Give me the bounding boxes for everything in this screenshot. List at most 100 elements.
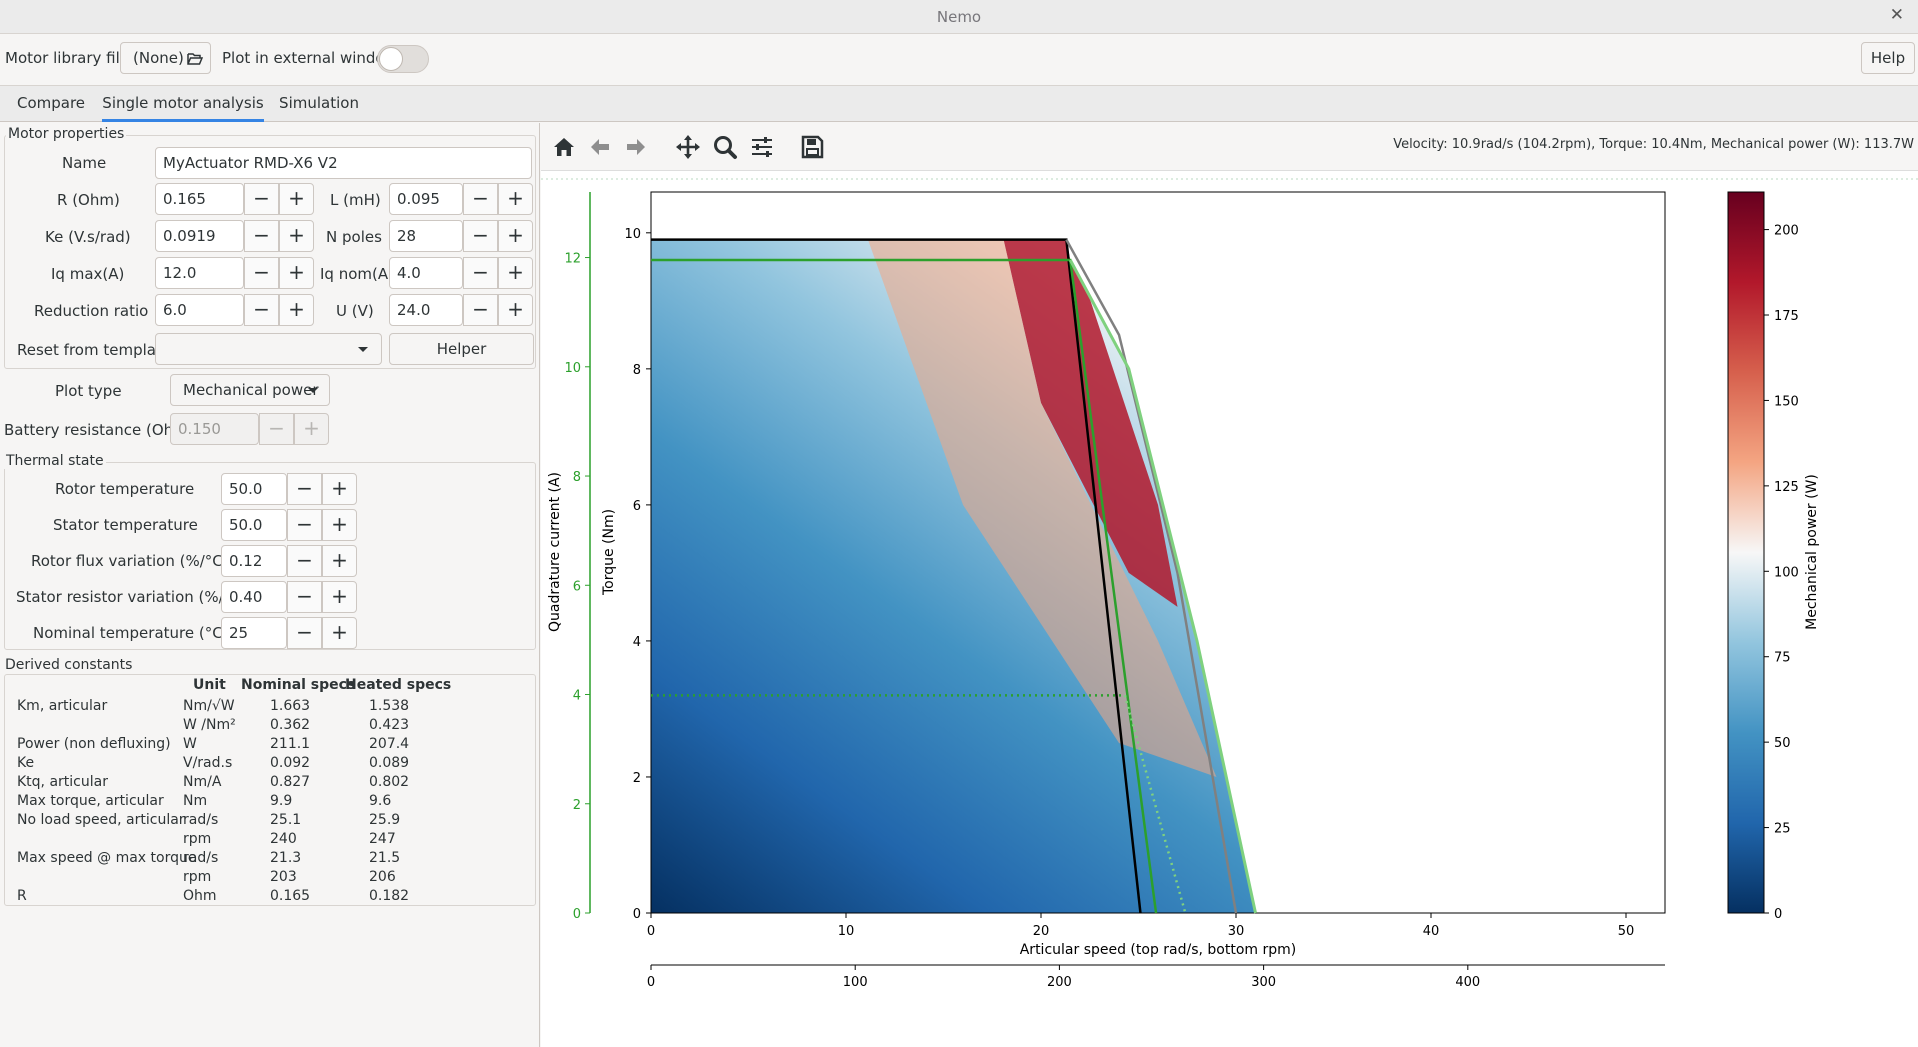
x-axis: 0 10 20 30 40 50 bbox=[647, 913, 1634, 939]
tab-single-motor-analysis[interactable]: Single motor analysis bbox=[102, 86, 264, 122]
colorbar-axis: 0 25 50 75 100 125 150 175 200 bbox=[1764, 224, 1799, 922]
derived-row-unit: Nm bbox=[183, 793, 208, 809]
derived-constants-frame bbox=[4, 674, 536, 906]
u-decrement-button[interactable]: − bbox=[463, 294, 498, 326]
battery-decrement-button[interactable]: − bbox=[259, 413, 294, 445]
stator-temperature-decrement-button[interactable]: − bbox=[287, 509, 322, 541]
iqmax-decrement-button[interactable]: − bbox=[244, 257, 279, 289]
stator-temperature-increment-button[interactable]: + bbox=[322, 509, 357, 541]
derived-row-name: Ke bbox=[17, 755, 35, 771]
forward-icon[interactable] bbox=[620, 131, 652, 163]
window-titlebar: Nemo ✕ bbox=[0, 0, 1918, 34]
helper-button[interactable]: Helper bbox=[389, 333, 534, 365]
nominal-temperature-decrement-button[interactable]: − bbox=[287, 617, 322, 649]
nominal-temperature-increment-button[interactable]: + bbox=[322, 617, 357, 649]
x-tick-label: 20 bbox=[1033, 924, 1050, 939]
plot-frame bbox=[650, 191, 1666, 914]
l-decrement-button[interactable]: − bbox=[463, 183, 498, 215]
derived-row-name: Power (non defluxing) bbox=[17, 736, 171, 752]
header-unit: Unit bbox=[193, 677, 226, 693]
current-tick-label: 0 bbox=[573, 907, 581, 922]
derived-row-unit: rad/s bbox=[183, 850, 219, 866]
derived-row-unit: rpm bbox=[183, 869, 212, 885]
r-decrement-button[interactable]: − bbox=[244, 183, 279, 215]
current-axis-label: Quadrature current (A) bbox=[547, 472, 563, 632]
rotor-flux-input[interactable]: 0.12 bbox=[221, 545, 287, 577]
tab-simulation[interactable]: Simulation bbox=[279, 94, 359, 112]
rotor-flux-label: Rotor flux variation (%/°C) bbox=[31, 552, 229, 570]
npoles-decrement-button[interactable]: − bbox=[463, 220, 498, 252]
stator-resistor-label: Stator resistor variation (%/°C) bbox=[16, 588, 248, 606]
iqnom-input[interactable]: 4.0 bbox=[389, 257, 463, 289]
battery-resistance-input[interactable]: 0.150 bbox=[170, 413, 259, 445]
derived-row-heated: 25.9 bbox=[369, 812, 401, 828]
rpm-axis: 0 100 200 300 400 bbox=[647, 964, 1665, 990]
derived-row-nominal: 0.165 bbox=[270, 888, 311, 904]
curves bbox=[651, 238, 1257, 914]
u-increment-button[interactable]: + bbox=[498, 294, 533, 326]
tab-bar: Compare Single motor analysis Simulation bbox=[0, 86, 1918, 122]
home-icon[interactable] bbox=[548, 131, 580, 163]
ke-increment-button[interactable]: + bbox=[279, 220, 314, 252]
derived-row-nominal: 0.362 bbox=[270, 717, 311, 733]
stator-temperature-input[interactable]: 50.0 bbox=[221, 509, 287, 541]
derived-row-name: No load speed, articular bbox=[17, 812, 185, 828]
ke-decrement-button[interactable]: − bbox=[244, 220, 279, 252]
rpm-tick-label: 300 bbox=[1251, 975, 1276, 990]
ke-input[interactable]: 0.0919 bbox=[155, 220, 244, 252]
npoles-increment-button[interactable]: + bbox=[498, 220, 533, 252]
colorbar-tick-label: 0 bbox=[1774, 907, 1782, 922]
configure-icon[interactable] bbox=[746, 131, 778, 163]
thermal-state-title: Thermal state bbox=[4, 453, 106, 469]
r-increment-button[interactable]: + bbox=[279, 183, 314, 215]
rotor-flux-decrement-button[interactable]: − bbox=[287, 545, 322, 577]
iqnom-decrement-button[interactable]: − bbox=[463, 257, 498, 289]
npoles-input[interactable]: 28 bbox=[389, 220, 463, 252]
nominal-temperature-input[interactable]: 25 bbox=[221, 617, 287, 649]
rotor-temperature-decrement-button[interactable]: − bbox=[287, 473, 322, 505]
rotor-temperature-increment-button[interactable]: + bbox=[322, 473, 357, 505]
iqnom-label: Iq nom(A) bbox=[320, 265, 394, 283]
back-icon[interactable] bbox=[584, 131, 616, 163]
reduction-increment-button[interactable]: + bbox=[279, 294, 314, 326]
save-icon[interactable] bbox=[796, 131, 828, 163]
reduction-input[interactable]: 6.0 bbox=[155, 294, 244, 326]
stator-resistor-decrement-button[interactable]: − bbox=[287, 581, 322, 613]
plot-type-dropdown[interactable]: Mechanical power bbox=[170, 374, 330, 406]
stator-resistor-input[interactable]: 0.40 bbox=[221, 581, 287, 613]
name-input[interactable]: MyActuator RMD-X6 V2 bbox=[155, 147, 532, 179]
iqnom-increment-button[interactable]: + bbox=[498, 257, 533, 289]
reduction-decrement-button[interactable]: − bbox=[244, 294, 279, 326]
u-input[interactable]: 24.0 bbox=[389, 294, 463, 326]
iqmax-input[interactable]: 12.0 bbox=[155, 257, 244, 289]
tab-compare[interactable]: Compare bbox=[16, 94, 86, 112]
y-axis-label: Torque (Nm) bbox=[601, 509, 617, 596]
stator-resistor-increment-button[interactable]: + bbox=[322, 581, 357, 613]
l-increment-button[interactable]: + bbox=[498, 183, 533, 215]
rpm-tick-label: 100 bbox=[843, 975, 868, 990]
external-window-toggle[interactable] bbox=[377, 45, 429, 73]
library-file-value: (None) bbox=[133, 49, 184, 67]
r-input[interactable]: 0.165 bbox=[155, 183, 244, 215]
pan-icon[interactable] bbox=[672, 131, 704, 163]
y-tick-label: 4 bbox=[633, 635, 641, 650]
iqmax-increment-button[interactable]: + bbox=[279, 257, 314, 289]
header-nominal: Nominal specs bbox=[241, 677, 356, 693]
rotor-flux-increment-button[interactable]: + bbox=[322, 545, 357, 577]
ke-label: Ke (V.s/rad) bbox=[45, 228, 131, 246]
window-title: Nemo bbox=[936, 8, 982, 26]
zoom-icon[interactable] bbox=[709, 131, 741, 163]
library-file-button[interactable]: (None) bbox=[120, 42, 211, 74]
folder-open-icon bbox=[187, 53, 203, 65]
l-input[interactable]: 0.095 bbox=[389, 183, 463, 215]
power-map-chart[interactable]: 0 10 20 30 40 50 0 2 4 6 8 10 0 2 4 6 8 10 12 0 100 200 300… bbox=[541, 171, 1918, 1047]
close-icon[interactable]: ✕ bbox=[1889, 5, 1904, 25]
help-button[interactable]: Help bbox=[1861, 42, 1915, 74]
reset-template-dropdown[interactable] bbox=[155, 333, 382, 365]
derived-row-heated: 0.182 bbox=[369, 888, 410, 904]
battery-increment-button[interactable]: + bbox=[294, 413, 329, 445]
derived-row-heated: 206 bbox=[369, 869, 396, 885]
x-tick-label: 40 bbox=[1423, 924, 1440, 939]
rotor-temperature-input[interactable]: 50.0 bbox=[221, 473, 287, 505]
y-tick-label: 2 bbox=[633, 771, 641, 786]
